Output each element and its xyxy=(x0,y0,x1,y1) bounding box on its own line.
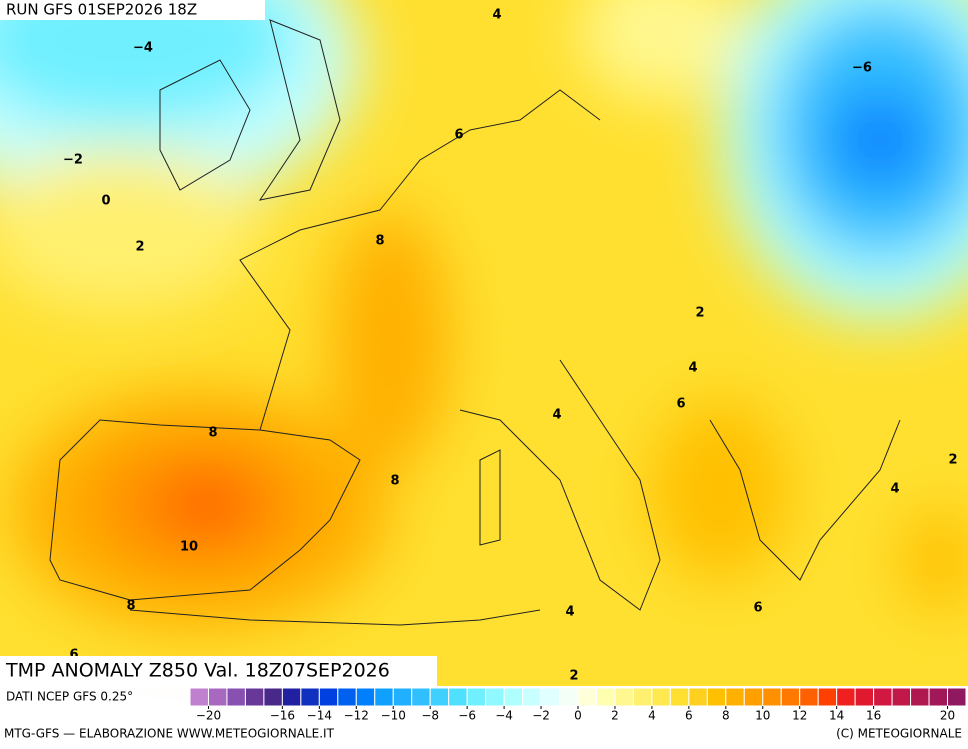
contour-label: −4 xyxy=(133,41,153,56)
colorbar-swatch xyxy=(762,687,782,707)
contour-label: 2 xyxy=(948,453,957,468)
contour-label: −2 xyxy=(63,153,83,168)
contour-label: 8 xyxy=(375,234,384,249)
colorbar-swatch xyxy=(411,687,431,707)
colorbar-swatch xyxy=(669,687,690,707)
colorbar-tick-label: 14 xyxy=(829,709,844,723)
colorbar-swatch xyxy=(392,687,413,707)
colorbar-swatch xyxy=(910,687,930,707)
colorbar-swatch xyxy=(244,687,265,707)
colorbar-tick-label: −14 xyxy=(307,709,332,723)
colorbar-swatch xyxy=(485,687,505,707)
colorbar-swatch xyxy=(577,687,597,707)
colorbar-swatch xyxy=(263,687,283,707)
run-header: RUN GFS 01SEP2026 18Z xyxy=(6,1,197,19)
header-box xyxy=(0,0,265,20)
data-source: DATI NCEP GFS 0.25° xyxy=(6,690,133,704)
colorbar-tick-label: 6 xyxy=(685,709,693,723)
colorbar-swatch xyxy=(688,687,708,707)
colorbar-swatch xyxy=(725,687,745,707)
colorbar-tick-label: −16 xyxy=(270,709,295,723)
colorbar-swatch xyxy=(226,687,246,707)
contour-label: 4 xyxy=(552,408,561,423)
colorbar-tick-label: −8 xyxy=(421,709,439,723)
colorbar-tick-label: −6 xyxy=(458,709,476,723)
colorbar-swatch xyxy=(503,687,524,707)
colorbar-tick-label: 16 xyxy=(866,709,881,723)
contour-label: 6 xyxy=(676,397,685,412)
colorbar-tick-label: −10 xyxy=(381,709,406,723)
contour-label: 4 xyxy=(890,482,899,497)
colorbar-tick-label: 10 xyxy=(755,709,770,723)
colorbar-tick-label: 2 xyxy=(611,709,619,723)
colorbar-swatch xyxy=(337,687,357,707)
colorbar-swatch xyxy=(928,687,949,707)
colorbar-tick-label: 0 xyxy=(574,709,582,723)
colorbar-swatch xyxy=(780,687,801,707)
colorbar-tick-label: 20 xyxy=(940,709,955,723)
colorbar-swatch xyxy=(743,687,764,707)
contour-label: 2 xyxy=(695,306,704,321)
colorbar: −20 −16 −14 −12 −10 −8 −6 −4 −2 0 2 4 6 8 10 12 14 16 20 xyxy=(189,687,967,723)
colorbar-swatch xyxy=(559,687,579,707)
colorbar-swatch xyxy=(836,687,856,707)
contour-label: 8 xyxy=(390,474,399,489)
colorbar-swatch xyxy=(466,687,487,707)
contour-label: 8 xyxy=(126,599,135,614)
colorbar-tick-label: −12 xyxy=(344,709,369,723)
colorbar-tick-label: −20 xyxy=(196,709,221,723)
contour-label: 4 xyxy=(492,8,501,23)
colorbar-swatch xyxy=(854,687,875,707)
colorbar-swatch xyxy=(448,687,468,707)
contour-label: 10 xyxy=(180,540,198,555)
contour-label: 0 xyxy=(101,194,110,209)
colorbar-tick-label: 4 xyxy=(648,709,656,723)
colorbar-tick-label: 8 xyxy=(722,709,730,723)
colorbar-swatch xyxy=(614,687,634,707)
colorbar-swatch xyxy=(189,687,209,707)
colorbar-tick-label: −4 xyxy=(495,709,513,723)
temperature-field xyxy=(0,0,968,630)
contour-label: 4 xyxy=(565,605,574,620)
colorbar-tick-label: 12 xyxy=(792,709,807,723)
contour-label: 6 xyxy=(753,601,762,616)
contour-label: 6 xyxy=(69,648,78,663)
colorbar-swatch xyxy=(651,687,671,707)
map-title: TMP ANOMALY Z850 Val. 18Z07SEP2026 xyxy=(5,660,390,682)
colorbar-swatch xyxy=(891,687,912,707)
contour-label: 4 xyxy=(688,361,697,376)
colorbar-swatch xyxy=(799,687,819,707)
colorbar-swatch xyxy=(817,687,838,707)
footer-right: (C) METEOGIORNALE xyxy=(836,727,962,741)
colorbar-swatch xyxy=(318,687,339,707)
title-box xyxy=(0,656,437,686)
colorbar-swatch xyxy=(706,687,727,707)
colorbar-swatch xyxy=(947,687,967,707)
contour-label: 2 xyxy=(135,240,144,255)
colorbar-swatch xyxy=(429,687,450,707)
contour-label: 8 xyxy=(208,426,217,441)
coastlines xyxy=(49,19,901,626)
colorbar-swatch xyxy=(355,687,376,707)
colorbar-tick-label: −2 xyxy=(532,709,550,723)
colorbar-swatch xyxy=(873,687,893,707)
colorbar-swatch xyxy=(632,687,653,707)
contour-label: 2 xyxy=(569,669,578,684)
footer-left: MTG-GFS — ELABORAZIONE WWW.METEOGIORNALE… xyxy=(4,727,335,741)
colorbar-swatch xyxy=(281,687,302,707)
colorbar-swatch xyxy=(540,687,561,707)
colorbar-swatch xyxy=(374,687,394,707)
colorbar-swatch xyxy=(300,687,320,707)
colorbar-swatch xyxy=(207,687,228,707)
contour-label: −6 xyxy=(852,61,872,76)
contour-label: 6 xyxy=(454,128,463,143)
contour-labels: 4 −4 −6 6 −2 0 2 8 2 4 6 4 2 8 10 8 4 8 6 4 2 6 xyxy=(63,8,958,684)
colorbar-swatch xyxy=(522,687,542,707)
colorbar-swatch xyxy=(595,687,616,707)
